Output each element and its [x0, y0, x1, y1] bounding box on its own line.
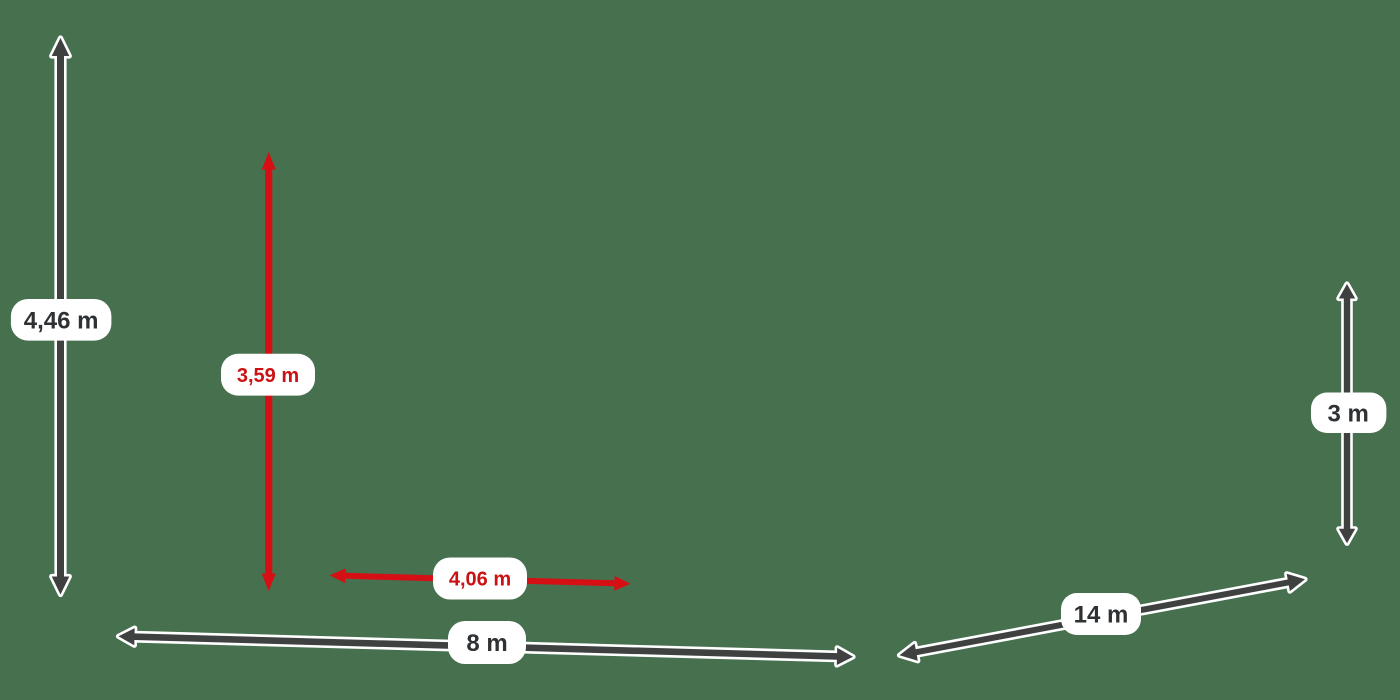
svg-text:4,06 m: 4,06 m — [449, 569, 511, 591]
svg-text:4,46 m: 4,46 m — [24, 308, 99, 335]
svg-text:8 m: 8 m — [466, 630, 507, 657]
svg-text:3,59 m: 3,59 m — [237, 365, 299, 387]
svg-text:14 m: 14 m — [1074, 602, 1129, 629]
svg-text:3 m: 3 m — [1328, 400, 1369, 427]
